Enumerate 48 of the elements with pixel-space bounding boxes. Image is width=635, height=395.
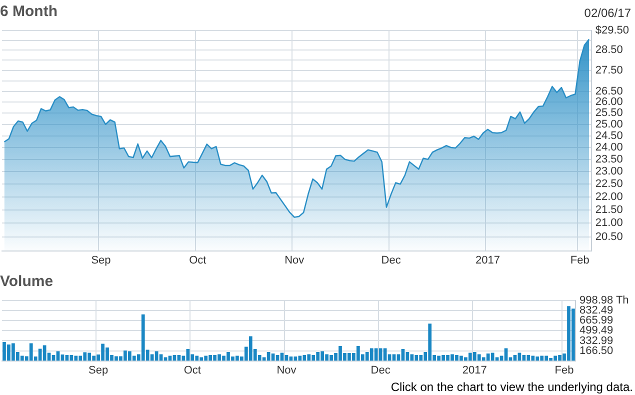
- x-tick-label: 2017: [476, 254, 500, 266]
- y-tick-label: 22.00: [595, 190, 623, 203]
- chart-title: Volume: [0, 273, 54, 290]
- y-tick-label: 24.50: [595, 130, 623, 142]
- y-tick-label: 998.98 Th: [579, 294, 629, 307]
- x-tick-label: Nov: [276, 364, 297, 376]
- bar: [378, 348, 382, 361]
- bar: [302, 355, 306, 361]
- bar: [526, 355, 530, 361]
- y-tick-label: 23.50: [595, 153, 623, 166]
- x-tick-label: Sep: [91, 254, 111, 266]
- y-tick-label: 27.50: [595, 64, 623, 76]
- x-tick-label: 2017: [462, 364, 487, 376]
- x-tick-label: Oct: [189, 254, 206, 266]
- x-tick-label: Sep: [88, 364, 108, 376]
- y-tick-label: 25.50: [595, 107, 623, 120]
- y-tick-label: 21.50: [595, 204, 623, 216]
- text: Click on the chart to view the underlying data.: [390, 380, 633, 394]
- text: 02/06/17: [584, 6, 631, 20]
- y-tick-label: 166.50: [579, 344, 614, 357]
- y-tick-label: 832.49: [579, 304, 614, 317]
- bar: [414, 355, 418, 361]
- y-tick-label: 22.50: [595, 178, 623, 190]
- bar: [266, 352, 270, 361]
- x-tick-label: Feb: [554, 364, 574, 376]
- bar: [186, 348, 190, 361]
- y-tick-label: 665.99: [579, 314, 614, 327]
- y-tick-label: $29.50: [595, 24, 630, 37]
- x-tick-label: Nov: [284, 254, 305, 266]
- bar: [490, 352, 494, 361]
- y-tick-label: 26.00: [595, 96, 623, 108]
- y-tick-label: 25.00: [595, 118, 623, 130]
- bar: [74, 356, 78, 361]
- bar: [150, 354, 154, 361]
- x-tick-label: Dec: [381, 254, 402, 266]
- x-tick-label: Dec: [370, 364, 391, 376]
- y-tick-label: 499.49: [579, 324, 614, 337]
- y-tick-label: 28.50: [595, 44, 623, 56]
- y-tick-label: 332.99: [579, 334, 614, 347]
- x-tick-label: Oct: [184, 364, 201, 376]
- chart-title: 6 Month: [0, 3, 58, 20]
- y-tick-label: 20.50: [595, 230, 623, 243]
- y-tick-label: 24.00: [595, 142, 623, 154]
- x-tick-label: Feb: [570, 254, 590, 266]
- y-tick-label: 21.00: [595, 217, 623, 230]
- bar: [38, 348, 42, 361]
- y-tick-label: 26.50: [595, 85, 623, 98]
- y-tick-label: 23.00: [595, 166, 623, 178]
